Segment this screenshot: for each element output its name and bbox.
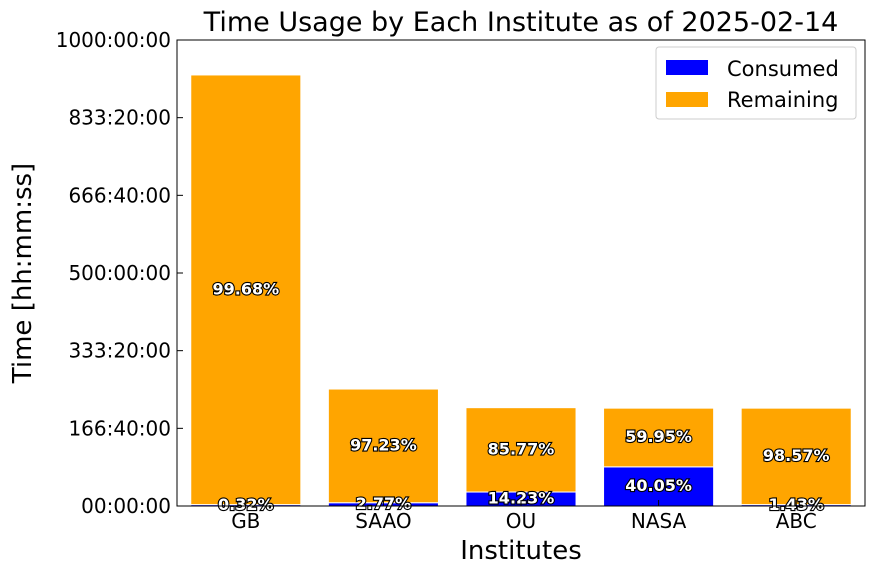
- y-tick-label: 666:40:00: [68, 183, 171, 207]
- x-tick-label: NASA: [631, 509, 687, 533]
- legend-label-remaining: Remaining: [727, 88, 839, 112]
- legend-label-consumed: Consumed: [727, 57, 839, 81]
- bars-group: [190, 74, 852, 507]
- legend: Consumed Remaining: [655, 46, 857, 120]
- data-label-remaining-nasa: 59.95%: [625, 427, 692, 446]
- bar-remaining-gb: [190, 74, 302, 506]
- y-tick-label: 500:00:00: [68, 261, 171, 285]
- legend-swatch-remaining: [666, 92, 708, 107]
- data-label-remaining-gb: 99.68%: [212, 279, 279, 298]
- y-tick-label: 333:20:00: [68, 339, 171, 363]
- bar-remaining-abc: [740, 407, 852, 506]
- y-axis-ticks: 00:00:00 166:40:00 333:20:00 500:00:00 666:4…: [56, 28, 183, 518]
- y-tick-label: 1000:00:00: [56, 28, 171, 52]
- y-tick-label: 166:40:00: [68, 416, 171, 440]
- data-label-remaining-abc: 98.57%: [763, 446, 830, 465]
- bar-remaining-nasa: [603, 407, 715, 468]
- bar-remaining-saao: [327, 388, 439, 504]
- x-axis-title: Institutes: [460, 536, 582, 566]
- x-tick-label: ABC: [776, 509, 817, 533]
- bar-remaining-ou: [465, 407, 577, 493]
- x-axis-ticks: GB SAAO OU NASA ABC: [231, 500, 817, 533]
- y-tick-label: 833:20:00: [68, 106, 171, 130]
- x-tick-label: SAAO: [355, 509, 411, 533]
- y-tick-label: 00:00:00: [81, 494, 171, 518]
- bar-consumed-nasa: [603, 466, 715, 507]
- chart-title: Time Usage by Each Institute as of 2025-…: [203, 7, 839, 38]
- data-label-remaining-ou: 85.77%: [488, 439, 555, 458]
- data-label-consumed-ou: 14.23%: [488, 489, 555, 508]
- y-axis-title: Time [hh:mm:ss]: [8, 163, 38, 384]
- data-label-remaining-saao: 97.23%: [350, 435, 417, 454]
- data-label-consumed-nasa: 40.05%: [625, 476, 692, 495]
- legend-swatch-consumed: [666, 60, 708, 75]
- x-tick-label: GB: [231, 509, 260, 533]
- x-tick-label: OU: [506, 509, 536, 533]
